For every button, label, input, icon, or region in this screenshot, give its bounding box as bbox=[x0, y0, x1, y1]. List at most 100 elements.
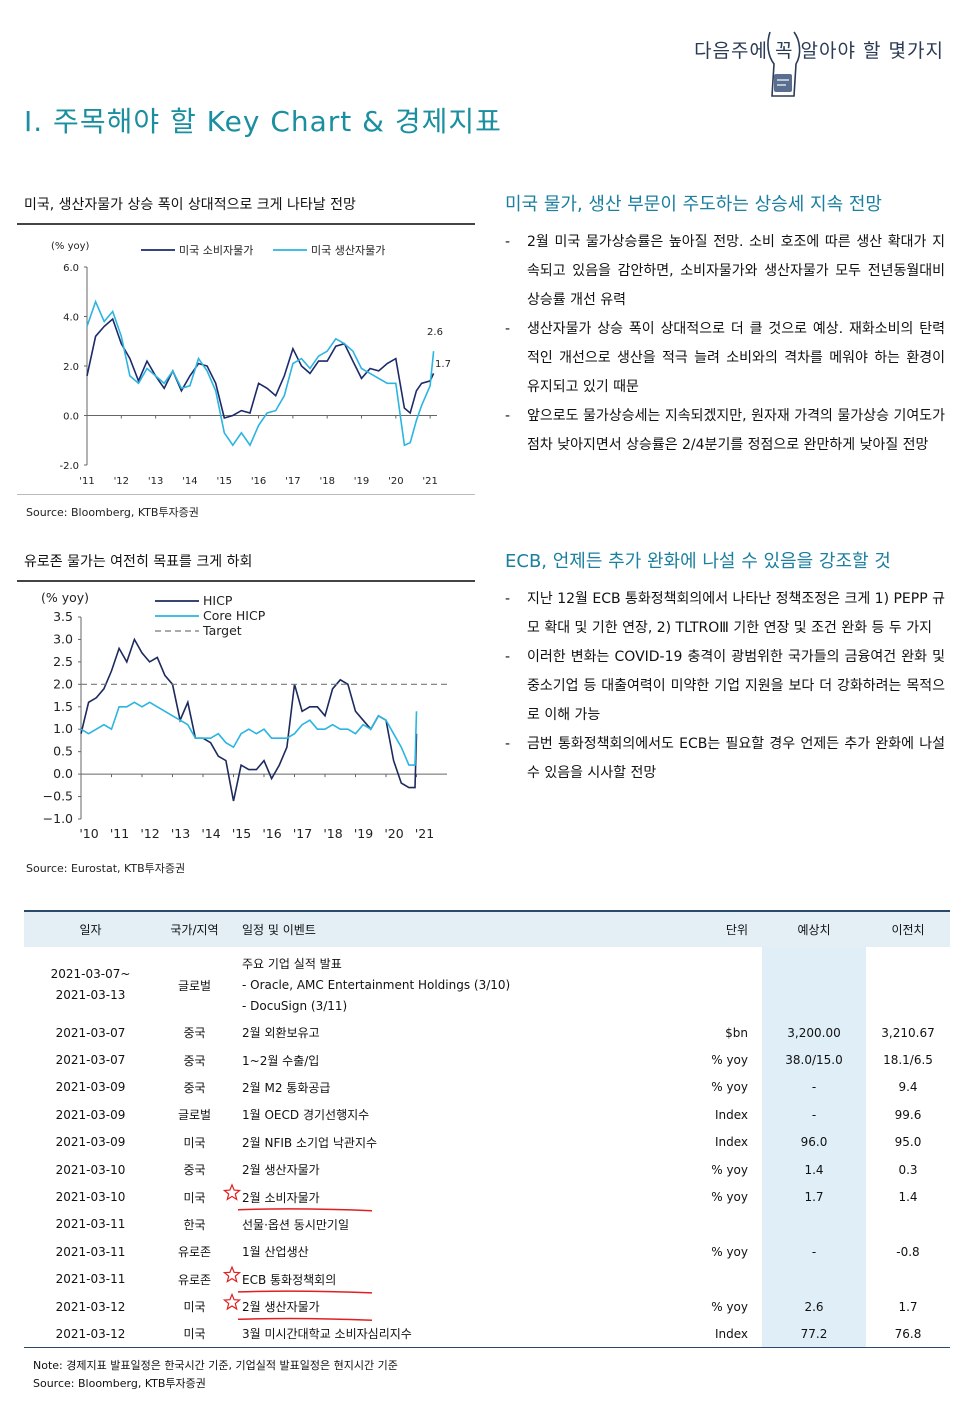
data-label-ppi: 2.6 bbox=[427, 327, 443, 338]
series-line-1 bbox=[80, 701, 418, 766]
chart1-title: 미국, 생산자물가 상승 폭이 상대적으로 크게 나타날 전망 bbox=[24, 197, 356, 213]
table-row: 2021-03-07 중국 1~2월 수출/입 % yoy 38.0/15.0 18.1/… bbox=[24, 1046, 950, 1074]
row-event: 선물·옵션 동시만기일 bbox=[242, 1217, 349, 1232]
series-line-1 bbox=[86, 299, 435, 447]
row-unit: % yoy bbox=[711, 1299, 748, 1314]
row-event: 2월 외환보유고 bbox=[242, 1026, 320, 1041]
y-tick-label: 3.5 bbox=[53, 609, 73, 624]
row-event: 2월 NFIB 소기업 낙관지수 bbox=[242, 1135, 378, 1150]
row-event: 1월 산업생산 bbox=[242, 1245, 309, 1260]
chart1-source: Source: Bloomberg, KTB투자증권 bbox=[26, 506, 199, 519]
row-previous bbox=[866, 1266, 950, 1293]
row-date: 2021-03-10 bbox=[55, 1162, 126, 1177]
header-event: 일정 및 이벤트 bbox=[232, 910, 692, 947]
header-previous: 이전치 bbox=[866, 910, 950, 947]
section2-bullets: - 지난 12월 ECB 통화정책회의에서 나타난 정책조정은 크게 1) PEP… bbox=[505, 585, 945, 788]
x-tick-label: '18 bbox=[323, 826, 342, 841]
series-line-0 bbox=[86, 317, 435, 420]
row-unit: Index bbox=[714, 1107, 748, 1122]
y-tick-label: 6.0 bbox=[63, 263, 79, 274]
row-region: 중국 bbox=[183, 1163, 206, 1178]
legend-label: 미국 생산자물가 bbox=[311, 244, 385, 257]
x-tick-label: '19 bbox=[354, 476, 369, 487]
row-region: 한국 bbox=[183, 1217, 206, 1232]
row-previous: 76.8 bbox=[866, 1320, 950, 1349]
x-tick-label: '13 bbox=[171, 826, 190, 841]
y-tick-label: 1.5 bbox=[53, 699, 73, 714]
row-region: 중국 bbox=[183, 1080, 206, 1095]
row-event: 1월 OECD 경기선행지수 bbox=[242, 1108, 370, 1123]
row-date: 2021-03-09 bbox=[55, 1135, 126, 1150]
row-unit: Index bbox=[692, 1320, 762, 1349]
row-unit: $bn bbox=[725, 1025, 748, 1040]
row-forecast: 1.4 bbox=[762, 1155, 866, 1184]
row-forecast bbox=[762, 947, 866, 1019]
y-axis-label: (% yoy) bbox=[51, 241, 90, 252]
legend-label: Core HICP bbox=[203, 608, 266, 623]
row-date: 2021-03-11 bbox=[55, 1272, 126, 1287]
row-previous: 0.3 bbox=[898, 1162, 918, 1177]
row-region: 미국 bbox=[183, 1135, 206, 1150]
report-banner: 다음주에 꼭 알아야 할 몇가지 bbox=[694, 40, 944, 62]
row-forecast: 2.6 bbox=[762, 1292, 866, 1321]
row-event: 2월 M2 통화공급 bbox=[242, 1080, 331, 1095]
euro-inflation-chart: 3.5 3.0 2.5 2.0 1.5 1.0 0.5 0.0 −0.5 −1.0 '10 '11 '1… bbox=[41, 590, 447, 841]
table-row: 2021-03-11 한국 선물·옵션 동시만기일 bbox=[24, 1210, 950, 1239]
y-tick-label: 0.0 bbox=[53, 766, 73, 781]
y-tick-label: 3.0 bbox=[53, 631, 73, 646]
y-tick-label: −1.0 bbox=[43, 811, 73, 826]
row-forecast bbox=[762, 1210, 866, 1239]
row-unit: Index bbox=[714, 1135, 748, 1150]
row-region: 중국 bbox=[183, 1053, 206, 1068]
row-region: 유로존 bbox=[177, 1272, 212, 1287]
row-region: 미국 bbox=[157, 1320, 232, 1349]
section1-bullets: -2월 미국 물가상승률은 높아질 전망. 소비 호조에 따른 생산 확대가 지… bbox=[505, 228, 945, 460]
table-row: 2021-03-11 유로존 1월 산업생산 % yoy - -0.8 bbox=[24, 1238, 950, 1266]
row-forecast: 77.2 bbox=[762, 1320, 866, 1349]
row-event: 주요 기업 실적 발표 - Oracle, AMC Entertainment … bbox=[242, 956, 511, 1013]
row-region: 글로벌 bbox=[177, 978, 212, 993]
row-date: 2021-03-07~ 2021-03-13 bbox=[50, 967, 131, 1002]
row-event: ECB 통화정책회의 bbox=[242, 1272, 337, 1287]
row-date: 2021-03-11 bbox=[55, 1244, 126, 1259]
section1-bullet: -2월 미국 물가상승률은 높아질 전망. 소비 호조에 따른 생산 확대가 지… bbox=[505, 234, 945, 308]
legend-label: 미국 소비자물가 bbox=[179, 244, 253, 257]
table-row: 2021-03-07~ 2021-03-13 글로벌 주요 기업 실적 발표 -… bbox=[24, 947, 950, 1019]
row-previous: 1.4 bbox=[898, 1190, 918, 1205]
legend-label: Target bbox=[202, 623, 242, 638]
section1-heading: 미국 물가, 생산 부문이 주도하는 상승세 지속 전망 bbox=[505, 194, 882, 215]
row-forecast: 96.0 bbox=[762, 1128, 866, 1156]
row-forecast: - bbox=[762, 1101, 866, 1129]
row-previous: 3,210.67 bbox=[881, 1025, 935, 1040]
x-tick-label: '20 bbox=[388, 476, 403, 487]
row-date: 2021-03-12 bbox=[24, 1320, 157, 1349]
row-region: 미국 bbox=[183, 1190, 206, 1205]
y-tick-label: 0.5 bbox=[53, 744, 73, 759]
row-event: 1~2월 수출/입 bbox=[242, 1053, 320, 1068]
y-tick-label: 0.0 bbox=[63, 412, 79, 423]
hand-holding-card-icon bbox=[767, 31, 801, 97]
chart2-title: 유로존 물가는 여전히 목표를 크게 하회 bbox=[24, 554, 253, 570]
row-forecast: 3,200.00 bbox=[762, 1019, 866, 1047]
x-tick-label: '19 bbox=[354, 826, 373, 841]
x-tick-label: '16 bbox=[251, 476, 266, 487]
y-tick-label: 2.0 bbox=[63, 362, 79, 373]
row-event: 3월 미시간대학교 소비자심리지수 bbox=[232, 1320, 692, 1349]
y-tick-label: 1.0 bbox=[53, 721, 73, 736]
series-line-0 bbox=[80, 637, 418, 802]
x-tick-label: '13 bbox=[148, 476, 163, 487]
y-tick-label: 2.5 bbox=[53, 654, 73, 669]
row-previous bbox=[866, 947, 950, 1019]
row-previous: 18.1/6.5 bbox=[883, 1053, 933, 1068]
event-calendar: 일자 국가/지역 일정 및 이벤트 단위 예상치 이전치 2021-03-07~… bbox=[24, 910, 950, 1349]
table-header-row: 일자 국가/지역 일정 및 이벤트 단위 예상치 이전치 bbox=[24, 910, 950, 947]
row-event: 2월 생산자물가 bbox=[242, 1300, 320, 1315]
row-forecast bbox=[762, 1265, 866, 1293]
x-tick-label: '17 bbox=[293, 826, 312, 841]
x-tick-label: '12 bbox=[114, 476, 129, 487]
row-unit: % yoy bbox=[711, 1244, 748, 1259]
x-tick-label: '11 bbox=[110, 826, 129, 841]
x-tick-label: '21 bbox=[422, 476, 437, 487]
us-inflation-chart: 6.0 4.0 2.0 0.0 -2.0'11 '12 '13 '14 '15 '16 '17 '18… bbox=[51, 241, 451, 487]
x-tick-label: '20 bbox=[384, 826, 403, 841]
